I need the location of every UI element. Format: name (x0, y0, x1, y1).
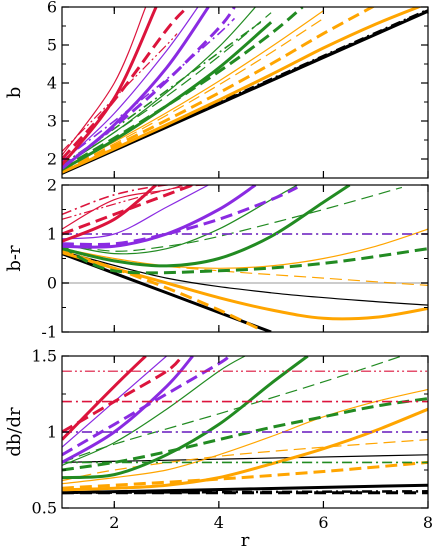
plot-area (62, 185, 428, 332)
x-tick-label: 8 (423, 513, 433, 532)
series-line-13 (62, 186, 298, 247)
x-axis-label: r (241, 530, 250, 551)
x-tick-label: 4 (214, 513, 224, 532)
series-line-7 (62, 17, 324, 171)
y-tick-label: 2 (47, 176, 57, 195)
y-tick-label: 3 (47, 112, 57, 131)
series-line-20 (62, 356, 184, 434)
series-line-19 (62, 7, 147, 156)
panel-2: -1 0 1 2 b-r (4, 176, 429, 342)
series-line-3 (62, 490, 428, 495)
series-line-8 (62, 21, 273, 171)
y-axis-label: b-r (4, 245, 25, 272)
series-line-4 (62, 249, 262, 331)
series-line-17 (62, 185, 194, 236)
y-tick-label: 5 (47, 36, 57, 55)
y-axis-label: db/dr (4, 407, 25, 457)
series-line-8 (62, 244, 428, 275)
y-tick-label: 1 (47, 225, 57, 244)
panel-1: 2 3 4 5 6 b (4, 0, 429, 179)
series-line-7 (62, 388, 428, 485)
series-line-8 (62, 439, 428, 482)
series-line-11 (62, 356, 246, 466)
x-tick-label: 2 (109, 513, 119, 532)
y-tick-label: 0 (47, 274, 57, 293)
series-line-5 (62, 228, 428, 269)
series-line-14 (62, 7, 236, 169)
series-line-5 (62, 7, 376, 173)
y-tick-label: 2 (47, 150, 57, 169)
y-tick-label: 1 (47, 423, 57, 442)
y-tick-label: -1 (41, 323, 57, 342)
y-tick-label: 6 (47, 0, 57, 17)
series-line-6 (62, 460, 428, 490)
y-tick-label: 1.5 (32, 347, 57, 366)
series-line-15 (62, 7, 199, 164)
x-tick-label: 6 (318, 513, 328, 532)
plot-area (62, 7, 428, 175)
y-tick-label: 4 (47, 74, 57, 93)
series-line-12 (62, 356, 403, 463)
series-line-10 (62, 397, 428, 472)
series-line-9 (62, 7, 304, 170)
axes-frame (61, 6, 429, 179)
series-line-19 (62, 356, 147, 441)
series-line-18 (62, 7, 189, 160)
series-line-16 (62, 17, 236, 162)
series-line-2 (62, 250, 428, 306)
series-line-11 (62, 12, 272, 167)
series-line-9 (62, 356, 309, 480)
panel-3: 0.5 1 1.5 2 4 6 8 db/dr r (4, 347, 433, 551)
series-line-7 (62, 185, 351, 268)
series-line-4 (62, 7, 423, 174)
series-line-1 (62, 483, 428, 495)
plot-area (62, 356, 428, 495)
series-line-16 (62, 356, 231, 457)
y-tick-label: 0.5 (32, 499, 57, 518)
series-line-18 (62, 185, 183, 230)
y-axis-label: b (4, 87, 25, 99)
series-line-20 (62, 185, 198, 216)
series-line-10 (62, 186, 403, 252)
series-line-4 (62, 454, 428, 463)
series-line-20 (62, 33, 178, 152)
series-line-3 (62, 9, 428, 174)
series-line-14 (62, 185, 209, 240)
